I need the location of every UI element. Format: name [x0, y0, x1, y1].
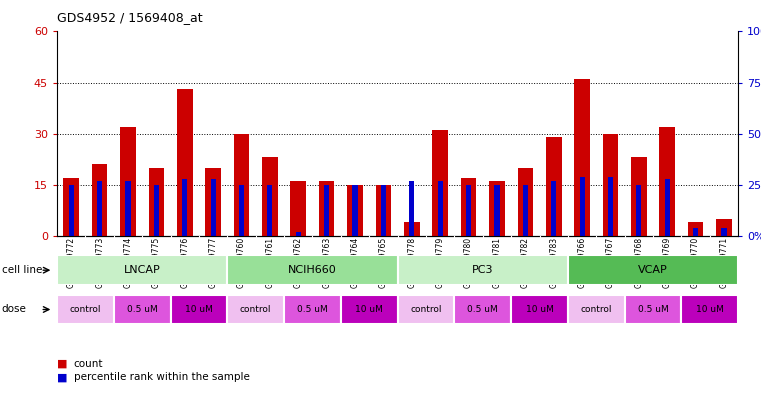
Bar [352, 185, 358, 236]
Text: 10 uM: 10 uM [185, 305, 213, 314]
Bar [57, 295, 114, 324]
Text: dose: dose [2, 305, 27, 314]
Bar [177, 89, 193, 236]
Bar [460, 178, 476, 236]
Bar [170, 295, 228, 324]
Text: cell line: cell line [2, 265, 42, 275]
Text: 0.5 uM: 0.5 uM [467, 305, 498, 314]
Bar [523, 185, 528, 236]
Bar [551, 181, 556, 236]
Bar [495, 185, 499, 236]
Text: PC3: PC3 [472, 265, 494, 275]
Bar [603, 134, 618, 236]
Bar [625, 295, 681, 324]
Bar [234, 134, 250, 236]
Bar [716, 219, 732, 236]
Bar [347, 185, 363, 236]
Bar [114, 295, 170, 324]
Text: control: control [581, 305, 612, 314]
Bar [636, 185, 642, 236]
Text: NCIH660: NCIH660 [288, 265, 337, 275]
Bar [120, 127, 135, 236]
Bar [376, 185, 391, 236]
Bar [688, 222, 703, 236]
Bar [324, 185, 330, 236]
Text: LNCAP: LNCAP [124, 265, 161, 275]
Bar [63, 178, 79, 236]
Bar [409, 181, 415, 236]
Text: 10 uM: 10 uM [696, 305, 724, 314]
Bar [517, 168, 533, 236]
Bar [228, 295, 284, 324]
Bar [681, 295, 738, 324]
Bar [228, 255, 397, 285]
Bar [148, 168, 164, 236]
Text: GDS4952 / 1569408_at: GDS4952 / 1569408_at [57, 11, 202, 24]
Text: control: control [70, 305, 101, 314]
Bar [205, 168, 221, 236]
Bar [154, 185, 159, 236]
Bar [57, 255, 228, 285]
Bar [660, 127, 675, 236]
Bar [546, 137, 562, 236]
Bar [568, 295, 625, 324]
Bar [291, 181, 306, 236]
Text: 10 uM: 10 uM [355, 305, 384, 314]
Bar [466, 185, 471, 236]
Bar [397, 295, 454, 324]
Text: ■: ■ [57, 372, 68, 382]
Bar [608, 176, 613, 236]
Bar [97, 181, 102, 236]
Bar [580, 176, 584, 236]
Bar [211, 178, 215, 236]
Bar [568, 255, 738, 285]
Bar [239, 185, 244, 236]
Bar [454, 295, 511, 324]
Text: count: count [74, 358, 103, 369]
Bar [262, 158, 278, 236]
Text: VCAP: VCAP [638, 265, 668, 275]
Bar [182, 178, 187, 236]
Bar [380, 185, 386, 236]
Bar [397, 255, 568, 285]
Bar [126, 181, 131, 236]
Bar [68, 185, 74, 236]
Bar [511, 295, 568, 324]
Bar [432, 130, 448, 236]
Bar [296, 232, 301, 236]
Bar [693, 228, 698, 236]
Bar [267, 185, 272, 236]
Bar [721, 228, 727, 236]
Bar [284, 295, 341, 324]
Text: 0.5 uM: 0.5 uM [127, 305, 158, 314]
Bar [489, 181, 505, 236]
Text: 0.5 uM: 0.5 uM [638, 305, 668, 314]
Bar [575, 79, 590, 236]
Text: 10 uM: 10 uM [526, 305, 553, 314]
Bar [341, 295, 397, 324]
Text: control: control [240, 305, 272, 314]
Text: control: control [410, 305, 441, 314]
Bar [404, 222, 419, 236]
Bar [319, 181, 335, 236]
Text: ■: ■ [57, 358, 68, 369]
Text: percentile rank within the sample: percentile rank within the sample [74, 372, 250, 382]
Text: 0.5 uM: 0.5 uM [297, 305, 328, 314]
Bar [631, 158, 647, 236]
Bar [92, 164, 107, 236]
Bar [438, 181, 443, 236]
Bar [664, 178, 670, 236]
